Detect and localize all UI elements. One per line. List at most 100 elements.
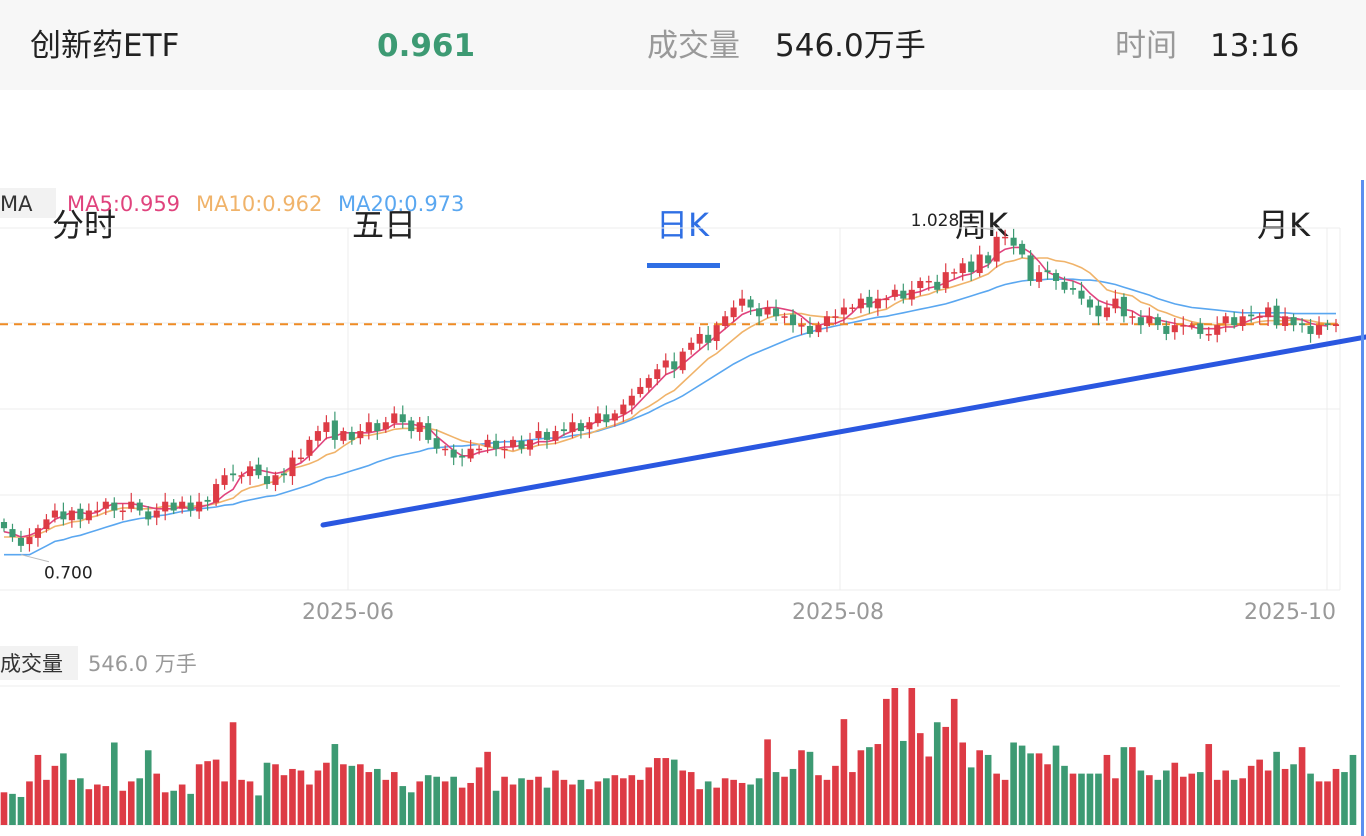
volume-bar — [357, 764, 364, 825]
candle-body — [1171, 325, 1178, 333]
candle — [688, 337, 695, 355]
candle-body — [722, 316, 729, 327]
volume-bar — [110, 742, 118, 825]
volume-bar — [127, 781, 135, 825]
volume-bar — [1324, 781, 1331, 825]
ma20-line — [4, 278, 1336, 556]
volume-bar — [1061, 765, 1068, 825]
candle-body — [26, 537, 33, 545]
chart-scroll-edge[interactable] — [1361, 180, 1364, 836]
volume-bar — [263, 762, 271, 825]
volume-bar — [815, 775, 822, 825]
volume-bar — [696, 789, 704, 825]
candle — [399, 405, 406, 429]
candle — [221, 468, 228, 490]
quote-header: 创新药ETF 0.961 成交量 546.0万手 时间 13:16 — [0, 0, 1366, 90]
candle-body — [1315, 325, 1323, 335]
candle — [1095, 300, 1102, 326]
candle-body — [374, 423, 381, 432]
candle-body — [832, 316, 839, 318]
volume-bar — [1171, 762, 1179, 825]
candle-body — [560, 429, 568, 432]
volume-bar — [908, 688, 916, 825]
volume-bar — [747, 784, 754, 825]
candle — [951, 268, 958, 280]
last-price: 0.961 — [377, 28, 476, 64]
candle-body — [476, 448, 483, 451]
candle — [747, 295, 754, 315]
candle-body — [934, 281, 941, 290]
volume-bar — [1112, 778, 1119, 825]
volume-bar — [1095, 773, 1102, 825]
candle — [484, 434, 491, 454]
candle — [1052, 269, 1060, 290]
candle-body — [959, 263, 966, 274]
volume-bar — [1086, 773, 1094, 825]
candle — [1307, 318, 1314, 343]
volume-bar — [535, 776, 542, 825]
candle-body — [1231, 317, 1238, 326]
x-tick-label-2: 2025-10 — [1244, 600, 1336, 625]
volume-bar — [1188, 773, 1196, 825]
candle — [1146, 307, 1153, 327]
candle-body — [840, 307, 847, 315]
candle-body — [552, 431, 559, 441]
tab-intraday[interactable]: 分时 — [52, 206, 117, 244]
volume-bar — [68, 779, 76, 825]
candle — [815, 321, 822, 338]
candle — [526, 432, 534, 456]
tab-monthly-k[interactable]: 月K — [1257, 206, 1310, 244]
candle — [289, 450, 296, 485]
candle — [1171, 318, 1178, 340]
volume-bar — [781, 776, 788, 825]
candle — [722, 310, 729, 330]
candle — [1290, 313, 1297, 332]
candle — [1112, 289, 1119, 314]
tab-five-day[interactable]: 五日 — [352, 206, 417, 244]
candle — [187, 495, 194, 517]
candle-body — [1222, 316, 1229, 324]
candle — [331, 411, 338, 449]
candle — [1273, 298, 1280, 329]
candle-body — [467, 448, 474, 459]
volume-bar — [238, 779, 245, 825]
volume-bar — [950, 698, 958, 825]
candle — [1036, 265, 1043, 289]
candle — [1103, 300, 1110, 321]
candle-body — [280, 473, 288, 476]
kline-chart[interactable]: MA MA5:0.959 MA10:0.962 MA20:0.973 1.028 0.… — [0, 180, 1366, 836]
ma-lines — [3, 246, 1336, 556]
candle-body — [263, 476, 271, 485]
volume-bar — [1205, 744, 1213, 825]
candle-body — [1129, 316, 1136, 318]
candle-body — [917, 280, 924, 289]
candles — [0, 228, 1340, 553]
candle — [297, 448, 304, 462]
volume-bar — [1290, 764, 1297, 825]
ma-indicator-box — [0, 188, 56, 218]
candle-body — [391, 413, 398, 424]
candle-body — [705, 334, 712, 343]
candle — [628, 388, 635, 415]
candle-body — [1069, 288, 1077, 290]
candle — [713, 321, 720, 350]
volume-bar — [178, 784, 186, 825]
volume-bar — [501, 776, 508, 825]
volume-bar — [1052, 745, 1060, 825]
candle — [781, 312, 788, 324]
tab-daily-k[interactable]: 日K — [656, 206, 709, 244]
volume-bar — [721, 778, 729, 825]
candle-body — [942, 272, 949, 289]
candle — [348, 426, 355, 445]
candle — [1222, 312, 1229, 333]
volume-bar — [993, 773, 1000, 825]
candle — [365, 413, 372, 440]
volume-bar — [670, 759, 678, 825]
volume-bar — [1001, 779, 1009, 825]
candle — [611, 409, 618, 427]
candle — [213, 478, 220, 507]
volume-bar — [832, 765, 839, 825]
candle — [1154, 313, 1161, 330]
candle-body — [1163, 326, 1170, 334]
candle — [594, 406, 601, 427]
